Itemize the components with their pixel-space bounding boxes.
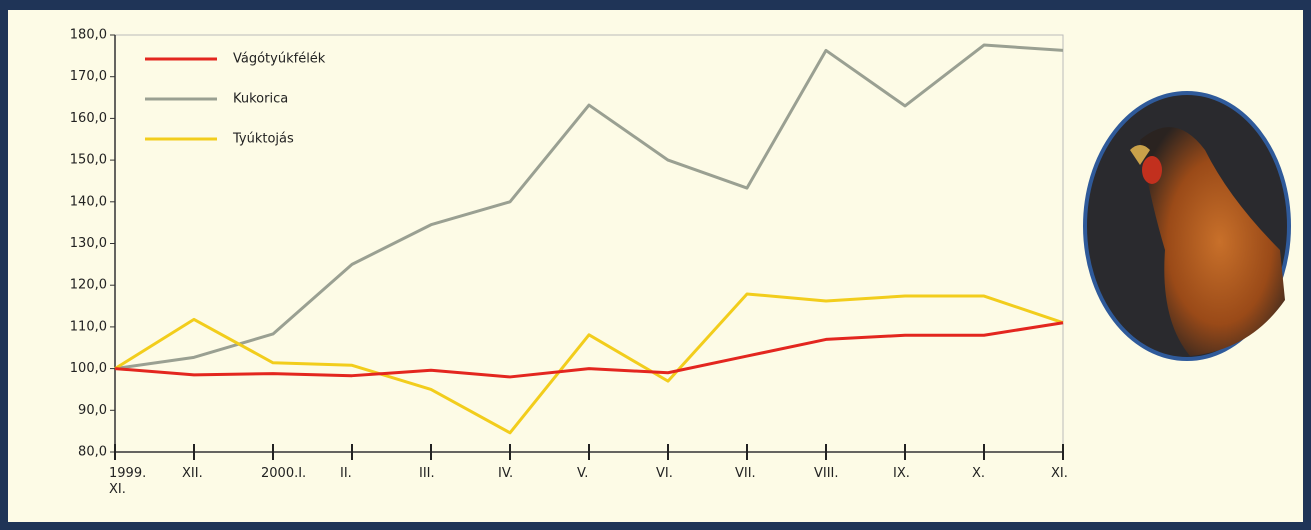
x-tick-label: II. [340, 466, 352, 481]
y-tick-label: 130,0 [70, 236, 107, 251]
y-tick-label: 100,0 [70, 361, 107, 376]
panel [8, 10, 1303, 522]
y-tick-label: 110,0 [70, 319, 107, 334]
x-tick-label: XII. [182, 466, 203, 481]
y-tick-label: 180,0 [70, 28, 107, 43]
y-tick-label: 80,0 [78, 445, 107, 460]
chicken-photo [1083, 91, 1291, 361]
y-tick-label: 90,0 [78, 403, 107, 418]
x-tick-label: 2000.I. [261, 466, 307, 481]
x-tick-label: IV. [498, 466, 514, 481]
y-tick-label: 170,0 [70, 69, 107, 84]
x-tick-label: III. [419, 466, 435, 481]
x-tick-label: XI. [1051, 466, 1068, 481]
x-tick-label: X. [972, 466, 986, 481]
x-tick-label: 1999. XI. [109, 466, 147, 497]
y-tick-label: 120,0 [70, 278, 107, 293]
y-tick-label: 160,0 [70, 111, 107, 126]
x-tick-label: IX. [893, 466, 910, 481]
legend-label: Tyúktojás [232, 132, 294, 147]
legend-label: Kukorica [233, 92, 288, 107]
x-tick-label: VII. [735, 466, 756, 481]
series-line [114, 321, 1064, 379]
y-tick-label: 140,0 [70, 194, 107, 209]
x-tick-label: VI. [656, 466, 673, 481]
series-line [114, 292, 1064, 435]
series-line [114, 43, 1064, 371]
legend-label: Vágótyúkfélék [233, 52, 326, 67]
x-tick-label: V. [577, 466, 589, 481]
y-tick-label: 150,0 [70, 153, 107, 168]
x-tick-label: VIII. [814, 466, 839, 481]
